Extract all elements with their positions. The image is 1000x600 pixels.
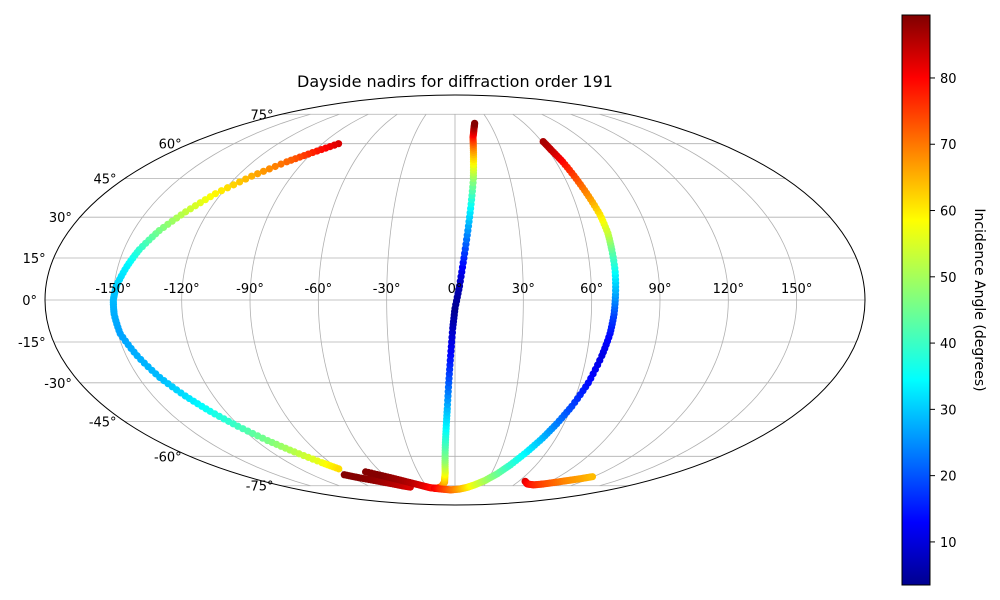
latitude-tick-label: -30°: [44, 377, 72, 392]
longitude-tick-label: 150°: [781, 282, 812, 297]
longitude-tick-label: -150°: [95, 282, 131, 297]
latitude-tick-labels: 75° 60° 45° 30° 15° 0° -15° -30° -45° -60° -75°: [18, 108, 274, 494]
colorbar-tick-label: 40: [940, 337, 957, 352]
longitude-tick-label: -60°: [304, 282, 332, 297]
chart-title: Dayside nadirs for diffraction order 191: [297, 72, 613, 91]
colorbar-tick-label: 20: [940, 470, 957, 485]
latitude-tick-label: -60°: [154, 450, 182, 465]
nadir-point: [254, 170, 262, 178]
nadir-point: [335, 465, 343, 473]
nadir-point: [229, 181, 238, 189]
scatter-points: [109, 119, 620, 494]
nadir-point: [248, 172, 256, 180]
longitude-tick-label: 120°: [713, 282, 744, 297]
meridian-gridline: [483, 114, 524, 486]
nadir-point: [217, 187, 226, 195]
nadir-point: [265, 165, 273, 173]
latitude-tick-label: -75°: [246, 480, 274, 495]
colorbar-gradient: [901, 14, 931, 586]
longitude-tick-labels: -150° -120° -90° -60° -30° 0° 30° 60° 90° 120° 150…: [95, 282, 812, 297]
nadir-point: [236, 178, 244, 186]
nadir-point: [277, 160, 285, 168]
meridian-gridline: [541, 113, 661, 487]
meridian-gridline: [512, 113, 593, 487]
longitude-tick-label: -30°: [373, 282, 401, 297]
nadir-point: [271, 162, 279, 171]
longitude-tick-label: -90°: [236, 282, 264, 297]
latitude-tick-label: -15°: [18, 336, 46, 351]
longitude-tick-label: 60°: [580, 282, 603, 297]
nadir-point: [242, 175, 250, 183]
latitude-tick-label: 45°: [94, 173, 117, 188]
latitude-tick-label: 75°: [250, 108, 273, 123]
colorbar-label: Incidence Angle (degrees): [971, 208, 987, 391]
latitude-tick-label: 0°: [22, 294, 37, 309]
colorbar-tick-label: 30: [940, 403, 957, 418]
nadir-point: [223, 184, 232, 192]
latitude-tick-label: 15°: [23, 252, 46, 267]
latitude-tick-label: 30°: [49, 211, 72, 226]
colorbar-ticks: 10 20 30 40 50 60 70 80: [930, 72, 957, 551]
meridian-gridline: [317, 113, 398, 487]
nadir-point: [539, 137, 547, 146]
colorbar-tick-label: 80: [940, 72, 957, 87]
longitude-tick-label: -120°: [164, 282, 200, 297]
nadir-point: [283, 158, 291, 166]
latitude-tick-label: 60°: [159, 138, 182, 153]
longitude-tick-label: 0°: [448, 282, 463, 297]
colorbar-tick-label: 50: [940, 271, 957, 286]
meridian-gridline: [249, 113, 369, 487]
map-boundary: [44, 94, 866, 506]
colorbar-tick-label: 70: [940, 138, 957, 153]
longitude-tick-label: 90°: [648, 282, 671, 297]
nadir-point: [588, 473, 597, 481]
colorbar-tick-label: 10: [940, 536, 957, 551]
colorbar: 10 20 30 40 50 60 70 80 Incidence Angle (degree…: [901, 14, 987, 586]
meridian-gridline: [570, 113, 729, 487]
colorbar-tick-label: 60: [940, 205, 957, 220]
meridian-gridline: [599, 113, 798, 487]
nadir-point: [259, 167, 268, 175]
latitude-tick-label: -45°: [89, 415, 117, 430]
longitude-tick-label: 30°: [512, 282, 535, 297]
meridian-gridline: [386, 114, 427, 486]
nadir-point: [471, 119, 479, 127]
